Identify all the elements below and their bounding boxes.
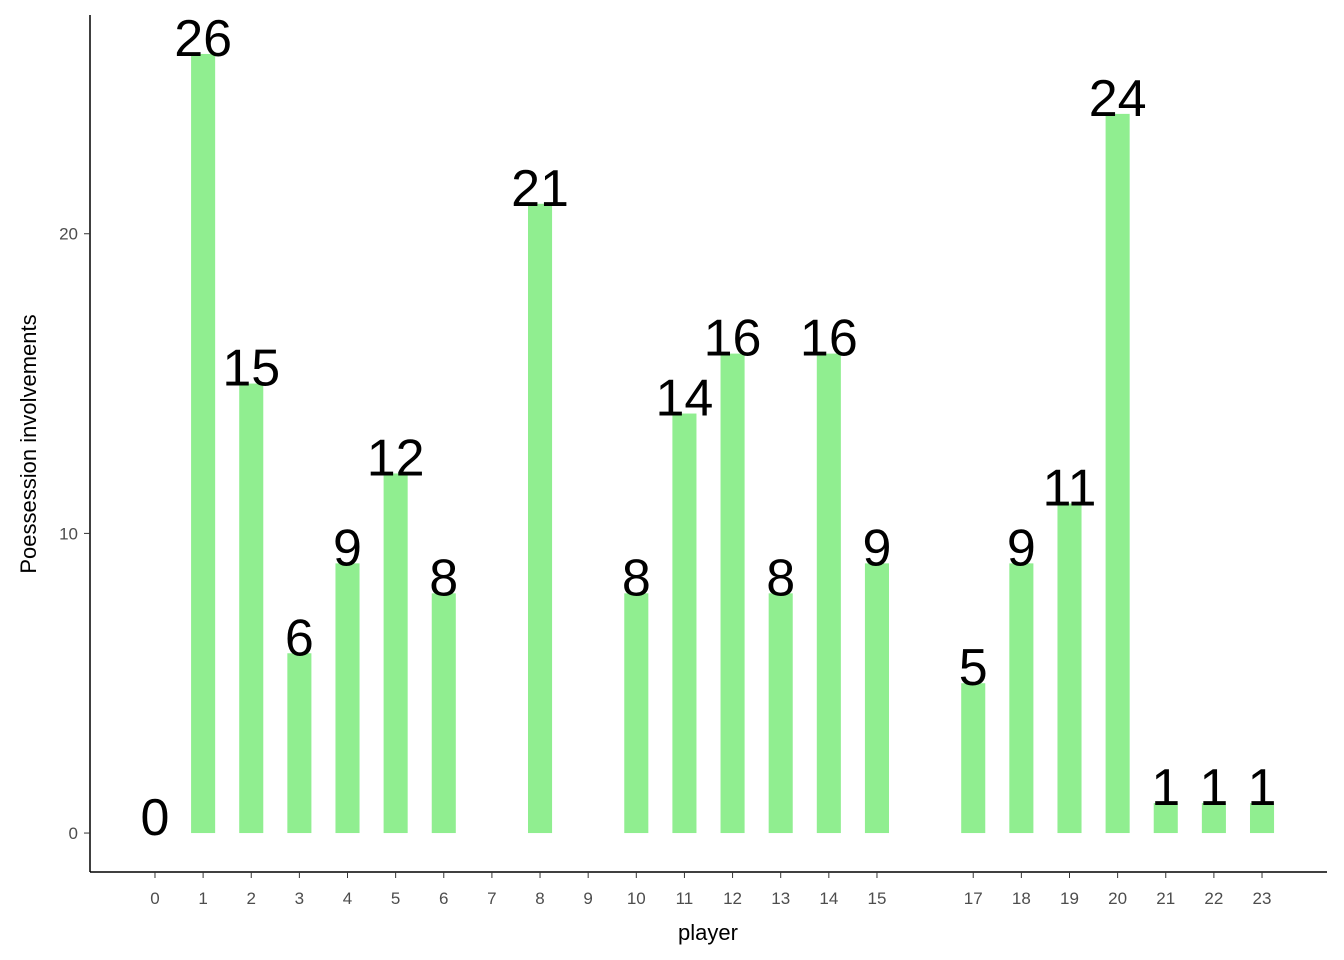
x-tick-label: 19 <box>1060 889 1079 908</box>
x-tick-label: 3 <box>295 889 304 908</box>
bar <box>191 53 216 834</box>
value-label: 11 <box>1043 459 1097 517</box>
bar <box>816 353 841 834</box>
x-tick-label: 10 <box>627 889 646 908</box>
value-label: 9 <box>1007 519 1036 577</box>
value-label: 1 <box>1199 759 1228 817</box>
y-tick-label: 20 <box>59 225 78 244</box>
bar <box>431 593 456 834</box>
x-tick-label: 21 <box>1156 889 1175 908</box>
x-axis-title: player <box>678 920 738 945</box>
x-tick-label: 9 <box>583 889 592 908</box>
bar <box>528 203 553 834</box>
x-tick-label: 18 <box>1012 889 1031 908</box>
x-tick-label: 4 <box>343 889 352 908</box>
value-label: 9 <box>333 519 362 577</box>
x-tick-label: 1 <box>198 889 207 908</box>
value-label: 24 <box>1089 70 1147 128</box>
value-label: 14 <box>656 370 714 428</box>
x-tick-label: 6 <box>439 889 448 908</box>
y-tick-label: 10 <box>59 524 78 543</box>
x-tick-label: 17 <box>964 889 983 908</box>
value-label: 8 <box>429 549 458 607</box>
bar <box>768 593 793 834</box>
value-label: 16 <box>704 310 762 368</box>
bar <box>672 413 697 834</box>
bar <box>864 563 889 834</box>
bar <box>1009 563 1034 834</box>
value-label: 21 <box>511 160 569 218</box>
x-tick-label: 0 <box>150 889 159 908</box>
bar <box>720 353 745 834</box>
bar <box>1057 503 1082 834</box>
x-tick-label: 12 <box>723 889 742 908</box>
value-label: 1 <box>1151 759 1180 817</box>
bar <box>1201 803 1226 834</box>
y-tick-label: 0 <box>69 824 78 843</box>
x-tick-label: 11 <box>676 889 694 908</box>
bar <box>1153 803 1178 834</box>
x-tick-label: 22 <box>1204 889 1223 908</box>
value-label: 1 <box>1248 759 1277 817</box>
y-axis-title: Poessession involvements <box>16 314 41 573</box>
value-label: 12 <box>367 429 425 487</box>
x-tick-label: 14 <box>819 889 838 908</box>
bar <box>961 683 986 834</box>
value-label: 26 <box>174 10 232 68</box>
x-tick-label: 7 <box>487 889 496 908</box>
value-label: 9 <box>863 519 892 577</box>
x-tick-label: 20 <box>1108 889 1127 908</box>
x-tick-label: 8 <box>535 889 544 908</box>
bar <box>624 593 649 834</box>
value-label: 0 <box>141 789 170 847</box>
value-label: 8 <box>622 549 651 607</box>
x-tick-label: 23 <box>1253 889 1272 908</box>
bar <box>383 473 408 834</box>
value-label: 8 <box>766 549 795 607</box>
bar <box>239 383 264 834</box>
bar <box>1105 113 1130 834</box>
value-label: 16 <box>800 310 858 368</box>
bar <box>1249 803 1275 834</box>
value-label: 6 <box>285 609 314 667</box>
x-tick-label: 13 <box>771 889 790 908</box>
x-tick-label: 2 <box>247 889 256 908</box>
bar <box>335 563 360 834</box>
value-label: 15 <box>222 340 280 398</box>
x-tick-label: 15 <box>868 889 887 908</box>
bar <box>287 653 312 834</box>
value-label: 5 <box>959 639 988 697</box>
x-tick-label: 5 <box>391 889 400 908</box>
